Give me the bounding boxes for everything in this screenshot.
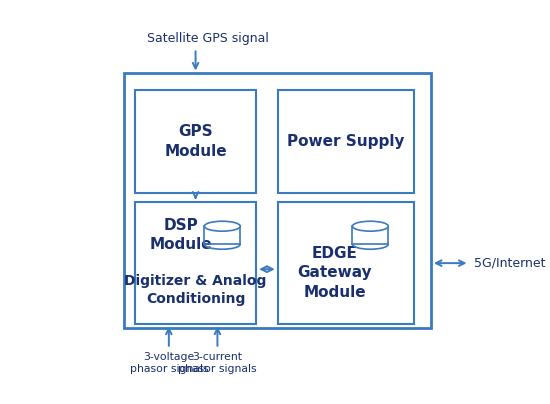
Text: 5G/Internet: 5G/Internet: [474, 257, 545, 269]
Bar: [278, 90, 414, 193]
Bar: [205, 226, 240, 244]
Text: Satellite GPS signal: Satellite GPS signal: [147, 32, 270, 45]
Text: DSP
Module: DSP Module: [150, 219, 212, 252]
Ellipse shape: [353, 221, 388, 231]
Text: EDGE
Gateway
Module: EDGE Gateway Module: [298, 246, 372, 300]
Bar: [278, 202, 414, 324]
Bar: [135, 90, 256, 193]
Bar: [124, 74, 431, 328]
Bar: [135, 202, 256, 324]
Text: GPS
Module: GPS Module: [164, 124, 227, 159]
Text: Power Supply: Power Supply: [287, 134, 405, 149]
Text: 3-current
phasor signals: 3-current phasor signals: [178, 352, 257, 374]
Text: Digitizer & Analog
Conditioning: Digitizer & Analog Conditioning: [124, 274, 267, 306]
Bar: [353, 226, 388, 244]
Text: 3-voltage
phasor signals: 3-voltage phasor signals: [129, 352, 208, 374]
Ellipse shape: [205, 221, 240, 231]
